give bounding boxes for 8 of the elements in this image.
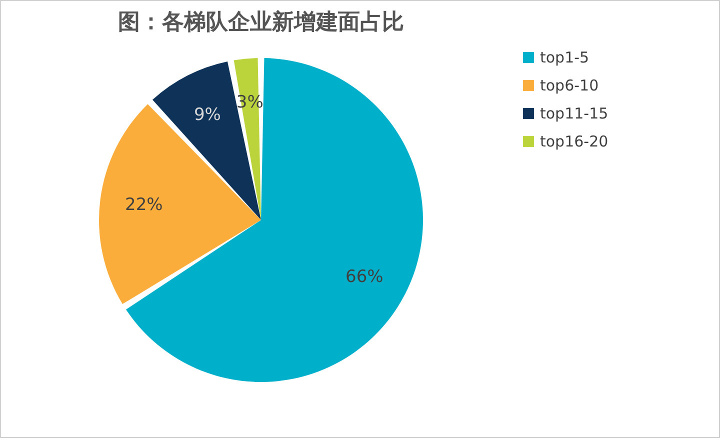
data-label: 9% xyxy=(194,104,221,125)
data-label: 22% xyxy=(125,195,163,216)
chart-title: 图：各梯队企业新增建面占比 xyxy=(118,9,404,35)
legend-label: top1-5 xyxy=(540,48,590,66)
data-label: 66% xyxy=(346,266,384,287)
legend-label: top16-20 xyxy=(540,132,608,150)
legend-label: top11-15 xyxy=(540,104,608,122)
legend-label: top6-10 xyxy=(540,76,599,94)
